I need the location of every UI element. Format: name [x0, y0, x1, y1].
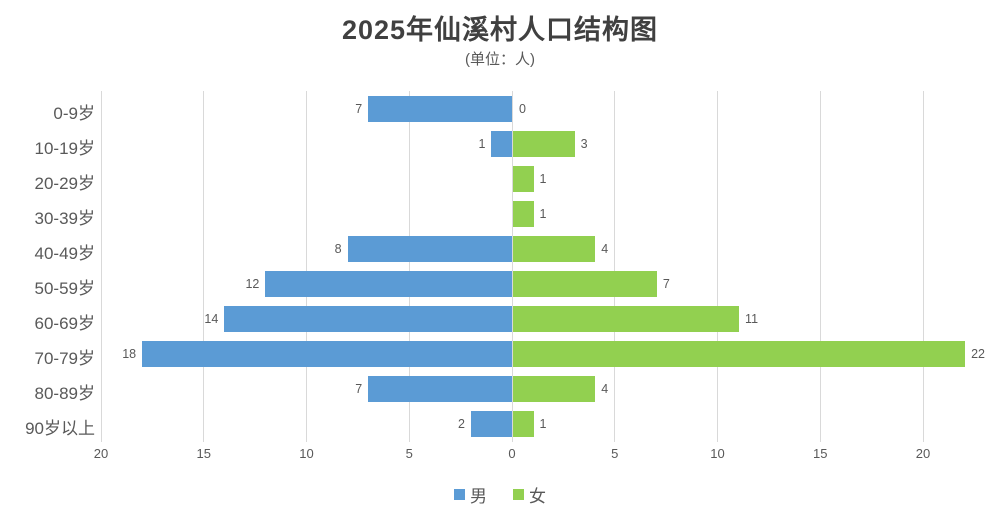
value-label-female: 4: [601, 241, 609, 256]
x-tick-label: 15: [813, 446, 828, 461]
x-tick-label: 10: [710, 446, 725, 461]
value-label-female: 7: [662, 277, 670, 292]
value-label-female: 4: [601, 382, 609, 397]
category-label: 40-49岁: [34, 243, 95, 263]
value-label-male: 1: [478, 136, 486, 151]
bar-female: [513, 235, 596, 262]
category-label: 70-79岁: [34, 349, 95, 369]
gridline: [819, 91, 821, 442]
legend-male-swatch-icon: [454, 489, 465, 500]
category-label: 10-19岁: [34, 138, 95, 158]
chart-title: 2025年仙溪村人口结构图: [341, 15, 659, 45]
value-label-male: 8: [334, 241, 342, 256]
category-label: 80-89岁: [34, 384, 95, 404]
gridline: [717, 91, 718, 442]
bar-male: [224, 306, 512, 333]
bar-female: [513, 165, 534, 192]
bar-female: [513, 341, 966, 368]
x-tick-label: 15: [196, 446, 211, 461]
legend-item-male: 男: [454, 482, 487, 507]
bar-female: [513, 200, 534, 227]
value-label-male: 7: [355, 101, 363, 116]
chart-subtitle: (单位：人): [465, 51, 535, 68]
bar-female: [513, 376, 596, 403]
bar-female: [513, 306, 740, 333]
bar-male: [347, 235, 512, 262]
category-label: 0-9岁: [53, 103, 95, 123]
bar-male: [265, 271, 512, 298]
x-tick-label: 20: [915, 446, 931, 461]
category-label: 60-69岁: [34, 314, 95, 334]
x-tick-label: 5: [611, 446, 619, 461]
value-label-male: 18: [122, 347, 137, 362]
value-label-female: 3: [580, 136, 588, 151]
bar-male: [470, 411, 512, 438]
bar-female: [513, 271, 657, 298]
gridline: [408, 91, 410, 442]
gridline: [100, 91, 102, 442]
value-label-female: 0: [519, 101, 526, 116]
value-label-female: 1: [539, 206, 547, 221]
bar-male: [142, 341, 512, 368]
x-tick-label: 20: [93, 446, 109, 461]
x-tick-label: 0: [508, 446, 516, 461]
axis-zero-line: [511, 91, 513, 442]
value-label-female: 11: [745, 312, 759, 327]
x-tick-label: 10: [299, 446, 314, 461]
bar-male: [491, 130, 512, 157]
legend-female-swatch-icon: [513, 489, 524, 500]
category-label: 50-59岁: [34, 279, 95, 299]
gridline: [614, 91, 616, 442]
bar-female: [513, 130, 575, 157]
gridline: [203, 91, 205, 442]
value-label-male: 14: [204, 312, 219, 327]
legend-female-label: 女: [529, 487, 546, 506]
bar-female: [513, 411, 534, 438]
value-label-female: 1: [539, 171, 547, 186]
gridline: [306, 91, 307, 442]
legend-male-label: 男: [470, 487, 487, 506]
value-label-male: 2: [457, 417, 465, 432]
x-tick-label: 5: [405, 446, 413, 461]
category-label: 20-29岁: [34, 173, 95, 193]
category-label: 30-39岁: [34, 208, 95, 228]
bar-male: [368, 95, 512, 122]
legend: 男 女: [0, 482, 1000, 507]
value-label-female: 22: [971, 347, 985, 362]
bar-male: [368, 376, 512, 403]
value-label-male: 12: [245, 277, 260, 292]
value-label-female: 1: [539, 417, 547, 432]
legend-item-female: 女: [513, 482, 546, 507]
value-label-male: 7: [355, 382, 363, 397]
gridline: [922, 91, 924, 442]
category-label: 90岁以上: [25, 419, 95, 439]
